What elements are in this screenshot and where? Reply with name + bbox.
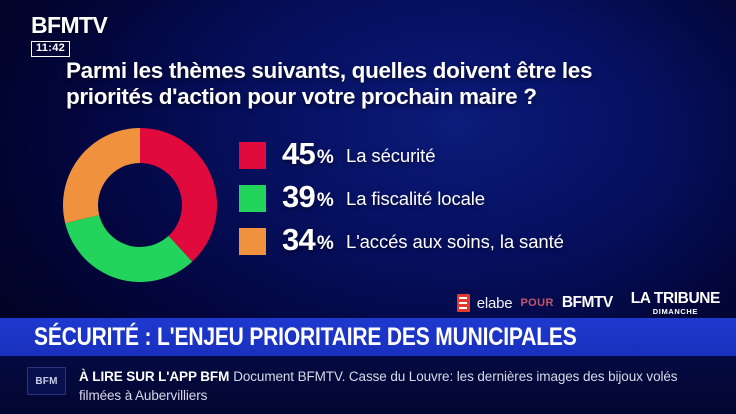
question-line-2: priorités d'action pour votre prochain m… — [66, 84, 537, 109]
donut-chart — [62, 127, 218, 283]
clock-badge: 11:42 — [31, 41, 71, 57]
ticker-lead: À LIRE SUR L'APP BFM — [79, 369, 230, 384]
donut-slice — [62, 128, 140, 224]
legend-value: 34% — [282, 221, 334, 257]
headline-text: SÉCURITÉ : L'ENJEU PRIORITAIRE DES MUNIC… — [34, 322, 577, 351]
credits-connector: POUR — [520, 297, 554, 309]
headline-banner: SÉCURITÉ : L'ENJEU PRIORITAIRE DES MUNIC… — [0, 318, 736, 356]
question-line-1: Parmi les thèmes suivants, quelles doive… — [66, 58, 593, 83]
chart-legend: 45% La sécurité 39% La fiscalité locale … — [239, 134, 564, 263]
legend-label: La sécurité — [346, 144, 436, 166]
percent-symbol: % — [316, 232, 334, 254]
credits-client: BFMTV — [561, 294, 613, 311]
legend-item: 34% L'accés aux soins, la santé — [239, 220, 564, 263]
legend-swatch-sante — [239, 228, 266, 255]
legend-item: 45% La sécurité — [239, 134, 564, 177]
credits-partner: LA TRIBUNE DIMANCHE — [630, 290, 721, 316]
legend-label: La fiscalité locale — [346, 187, 485, 209]
legend-swatch-fiscalite — [239, 185, 266, 212]
donut-chart-svg — [62, 128, 217, 282]
channel-bug: BFMTV 11:42 — [31, 12, 108, 57]
legend-item: 39% La fiscalité locale — [239, 177, 564, 220]
partner-name: LA TRIBUNE — [630, 290, 721, 307]
partner-subtitle: DIMANCHE — [652, 306, 698, 316]
percent-symbol: % — [316, 146, 334, 168]
legend-label: L'accés aux soins, la santé — [346, 230, 564, 252]
elabe-logo-icon — [456, 294, 470, 312]
donut-slice — [65, 214, 193, 282]
poll-credits: elabe POUR BFMTV LA TRIBUNE DIMANCHE — [456, 290, 721, 316]
page-title: Parmi les thèmes suivants, quelles doive… — [66, 58, 696, 110]
percent-symbol: % — [316, 189, 334, 211]
legend-value: 39% — [282, 178, 334, 214]
donut-slice — [140, 128, 217, 262]
ticker-text: À LIRE SUR L'APP BFM Document BFMTV. Cass… — [79, 367, 716, 405]
bfmtv-logo: BFMTV — [31, 12, 108, 38]
news-ticker: BFM À LIRE SUR L'APP BFM Document BFMTV. … — [0, 356, 736, 414]
ticker-body-text: Document BFMTV. Casse du Louvre: les der… — [79, 369, 678, 403]
bfm-app-logo: BFM — [27, 367, 66, 395]
legend-value: 45% — [282, 135, 334, 171]
legend-swatch-securite — [239, 142, 266, 169]
pollster-name: elabe — [476, 294, 513, 312]
